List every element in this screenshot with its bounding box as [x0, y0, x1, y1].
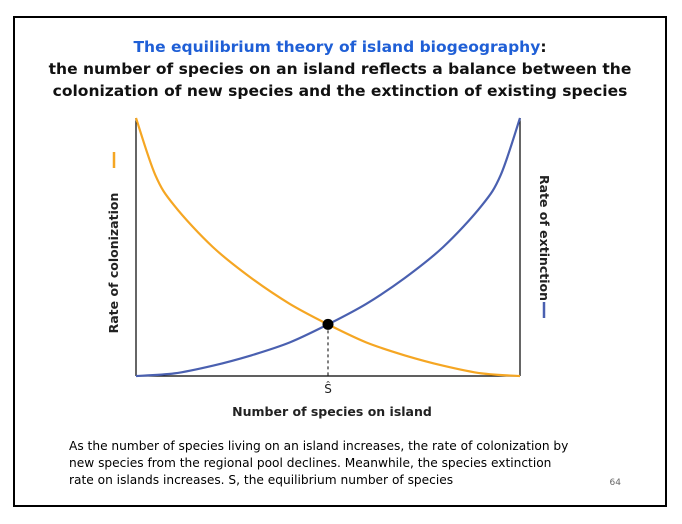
chart-axes	[135, 118, 521, 377]
slide-caption: As the number of species living on an is…	[69, 439, 569, 487]
page-number: 64	[609, 478, 621, 488]
colonization-curve	[134, 117, 521, 378]
title-line-3: colonization of new species and the exti…	[52, 82, 628, 100]
extinction-curve	[135, 117, 522, 378]
title-colon: :	[540, 38, 547, 56]
slide-title: The equilibrium theory of island biogeog…	[15, 36, 665, 102]
title-main-text: The equilibrium theory of island biogeog…	[133, 38, 541, 56]
equilibrium-point	[322, 318, 334, 330]
x-axis-label: Number of species on island	[232, 404, 432, 419]
chart-marks	[322, 318, 334, 376]
x-tick-label-s-hat: Ŝ	[324, 381, 332, 396]
left-y-axis-label: Rate of colonization	[106, 193, 121, 334]
chart-series	[134, 117, 522, 378]
title-line-1: The equilibrium theory of island biogeog…	[15, 36, 665, 58]
chart-labels: Ŝ Number of species on island Rate of colo…	[106, 152, 552, 419]
slide: The equilibrium theory of island biogeog…	[13, 16, 667, 507]
title-line-2: the number of species on an island refle…	[48, 60, 632, 78]
right-y-axis-label: Rate of extinction	[537, 175, 552, 301]
